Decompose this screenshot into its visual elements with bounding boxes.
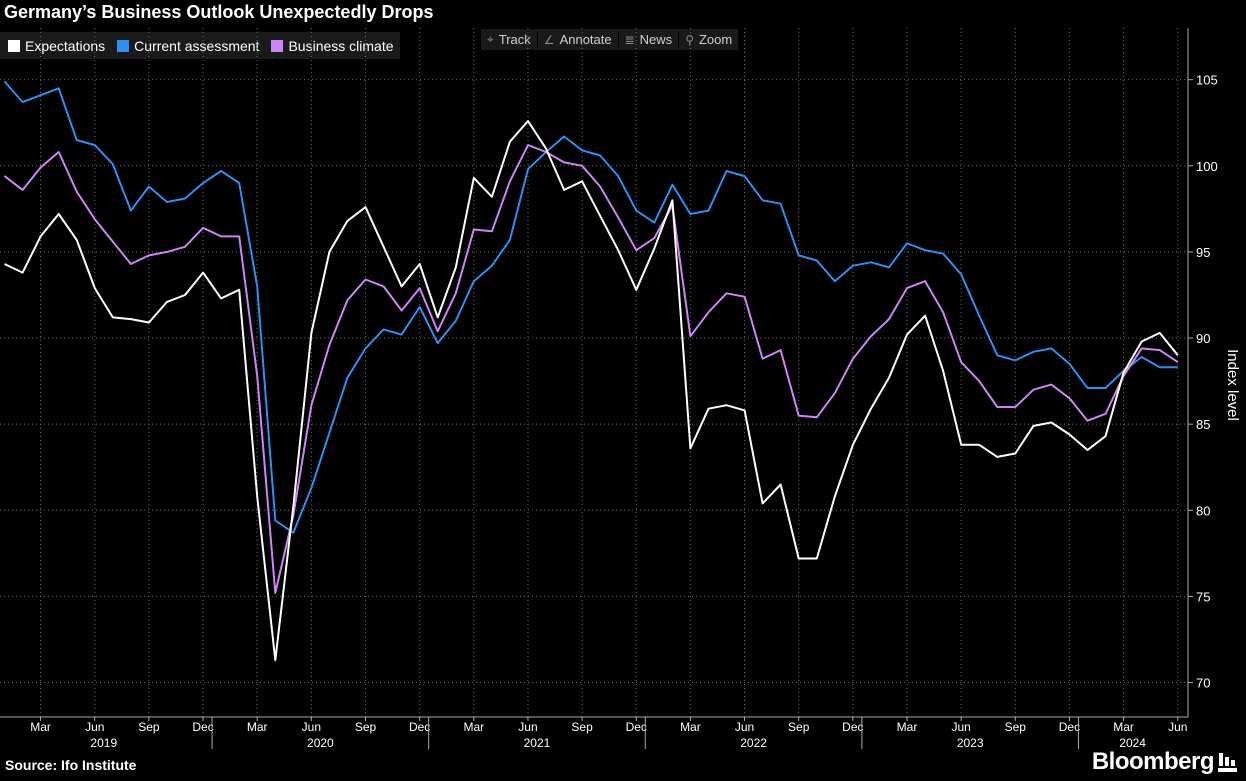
y-axis-label: Index level xyxy=(1224,349,1241,421)
x-tick-label: Sep xyxy=(1005,720,1027,734)
y-tick-label: 90 xyxy=(1196,331,1210,346)
x-year-label: 2019 xyxy=(90,736,117,750)
bloomberg-logo: Bloomberg xyxy=(1092,748,1238,776)
x-tick-label: Jun xyxy=(302,720,321,734)
pencil-icon: ∠ xyxy=(543,32,555,47)
x-tick-label: Jun xyxy=(518,720,537,734)
series-line-current-assessment xyxy=(3,80,1178,534)
x-tick-label: Dec xyxy=(1059,720,1080,734)
x-tick-label: Dec xyxy=(192,720,213,734)
x-year-label: 2024 xyxy=(1119,736,1146,750)
bloomberg-terminal-icon xyxy=(1218,753,1237,772)
y-tick-label: 85 xyxy=(1196,417,1210,432)
track-label: Track xyxy=(498,32,531,47)
legend-item-expectations[interactable]: Expectations xyxy=(8,38,105,54)
brand-wordmark: Bloomberg xyxy=(1091,748,1215,775)
x-tick-label: Sep xyxy=(355,720,377,734)
x-tick-label: Sep xyxy=(571,720,593,734)
chart-title: Germany’s Business Outlook Unexpectedly … xyxy=(4,2,434,22)
legend-swatch-expectations xyxy=(8,39,20,52)
x-tick-label: Mar xyxy=(247,720,268,734)
legend-item-business-climate[interactable]: Business climate xyxy=(271,37,394,54)
x-tick-label: Jun xyxy=(951,720,970,734)
series-line-expectations xyxy=(4,120,1179,662)
track-button[interactable]: ⌖ Track xyxy=(481,32,538,47)
y-tick-label: 80 xyxy=(1196,503,1210,518)
crosshair-icon: ⌖ xyxy=(487,32,494,46)
y-tick-label: 95 xyxy=(1196,245,1210,260)
legend-swatch-business-climate xyxy=(271,39,284,52)
x-tick-label: Sep xyxy=(138,720,160,734)
x-tick-label: Dec xyxy=(409,720,430,734)
chart-toolbar: ⌖ Track ∠ Annotate ≣ News ⚲ Zoom xyxy=(481,29,739,50)
annotate-label: Annotate xyxy=(559,32,612,47)
legend-label-business-climate: Business climate xyxy=(288,37,394,54)
x-year-label: 2022 xyxy=(740,736,767,750)
x-tick-label: Jun xyxy=(735,720,754,734)
annotate-button[interactable]: ∠ Annotate xyxy=(538,32,619,47)
y-tick-label: 100 xyxy=(1196,159,1218,174)
legend: Expectations Current assessment Business… xyxy=(0,32,400,59)
x-year-label: 2021 xyxy=(524,736,551,750)
legend-swatch-current-assessment xyxy=(117,39,130,52)
legend-item-current-assessment[interactable]: Current assessment xyxy=(117,38,259,54)
x-tick-label: Mar xyxy=(30,720,51,734)
x-tick-label: Sep xyxy=(788,720,810,734)
x-tick-label: Dec xyxy=(626,720,647,734)
y-tick-label: 70 xyxy=(1196,676,1210,691)
source-note: Source: Ifo Institute xyxy=(5,757,137,773)
y-tick-label: 105 xyxy=(1196,73,1218,88)
x-tick-label: Mar xyxy=(680,720,701,734)
news-icon: ≣ xyxy=(624,32,635,47)
news-button[interactable]: ≣ News xyxy=(619,32,680,47)
x-tick-label: Mar xyxy=(897,720,918,734)
zoom-label: Zoom xyxy=(698,32,733,47)
x-tick-label: Jun xyxy=(1168,720,1187,734)
magnifier-icon: ⚲ xyxy=(685,32,694,47)
x-year-label: 2020 xyxy=(307,736,334,750)
legend-label-expectations: Expectations xyxy=(25,37,106,54)
x-year-label: 2023 xyxy=(957,736,984,750)
x-tick-label: Mar xyxy=(1113,720,1134,734)
zoom-button[interactable]: ⚲ Zoom xyxy=(679,32,738,47)
series-line-business-climate xyxy=(3,144,1179,594)
legend-label-current-assessment: Current assessment xyxy=(134,37,260,54)
x-tick-label: Mar xyxy=(463,720,484,734)
y-tick-label: 75 xyxy=(1196,589,1210,604)
x-tick-label: Dec xyxy=(842,720,863,734)
news-label: News xyxy=(639,32,673,47)
x-tick-label: Jun xyxy=(85,720,104,734)
